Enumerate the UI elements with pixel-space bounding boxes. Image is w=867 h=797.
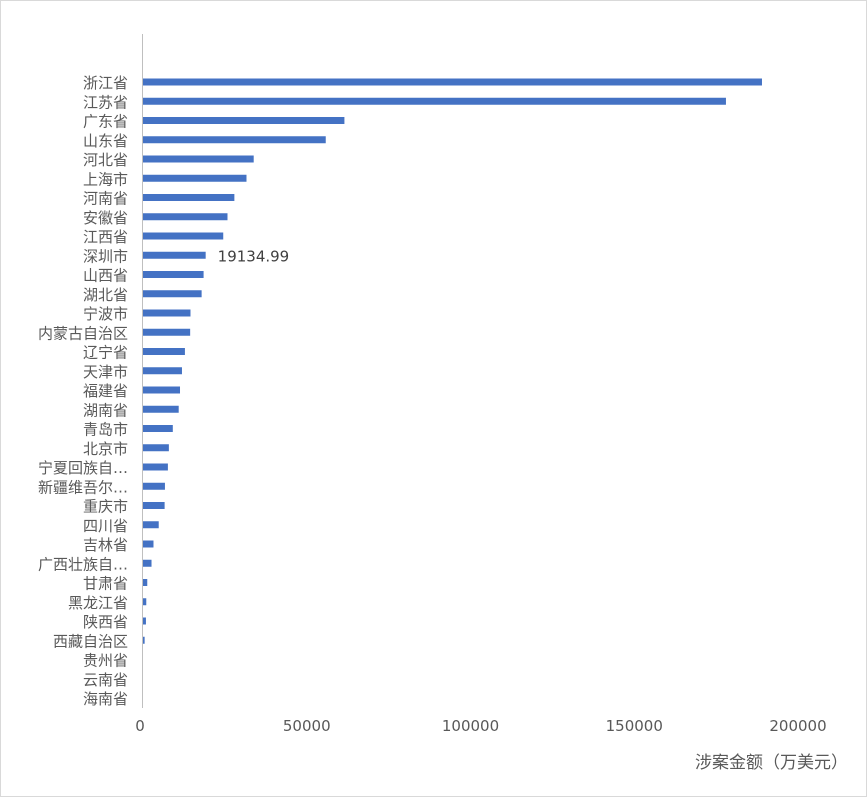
category-label-10: 山西省 — [83, 267, 128, 285]
category-label-17: 湖南省 — [83, 401, 128, 419]
bar-26 — [143, 579, 148, 586]
bar-11 — [143, 290, 202, 298]
data-label-0: 19134.99 — [218, 247, 290, 265]
x-tick-label-0: 0 — [135, 717, 145, 735]
bar-3 — [143, 136, 326, 144]
category-label-15: 天津市 — [83, 363, 128, 381]
category-label-32: 海南省 — [83, 690, 128, 708]
category-label-28: 陕西省 — [83, 613, 128, 631]
category-label-3: 山东省 — [83, 132, 128, 150]
category-label-8: 江西省 — [83, 228, 128, 246]
category-label-16: 福建省 — [83, 382, 128, 400]
x-tick-label-2: 100000 — [442, 717, 499, 735]
bar-1 — [143, 97, 726, 105]
category-label-31: 云南省 — [83, 671, 128, 689]
bar-14 — [143, 348, 185, 355]
category-labels: 浙江省江苏省广东省山东省河北省上海市河南省安徽省江西省深圳市山西省湖北省宁波市内… — [38, 74, 128, 708]
bar-9 — [143, 251, 206, 259]
category-label-18: 青岛市 — [83, 421, 128, 439]
bar-28 — [143, 617, 146, 625]
category-label-13: 内蒙古自治区 — [38, 324, 128, 342]
category-label-21: 新疆维吾尔… — [38, 478, 128, 496]
category-label-19: 北京市 — [83, 440, 128, 458]
x-tick-label-1: 50000 — [283, 717, 331, 735]
x-tick-labels: 0 50000 100000 150000 200000 — [135, 717, 826, 735]
bar-0 — [143, 78, 762, 86]
bar-21 — [143, 482, 165, 490]
bar-23 — [143, 521, 159, 529]
category-label-20: 宁夏回族自… — [38, 459, 128, 477]
bars-group — [143, 78, 762, 644]
category-label-23: 四川省 — [83, 517, 128, 535]
category-label-22: 重庆市 — [83, 498, 128, 516]
x-axis-title: 涉案金额（万美元） — [695, 753, 848, 773]
bar-22 — [143, 502, 165, 509]
bar-6 — [143, 194, 235, 201]
bar-12 — [143, 309, 191, 317]
category-label-1: 江苏省 — [83, 93, 128, 111]
category-label-2: 广东省 — [83, 113, 128, 131]
category-label-24: 吉林省 — [83, 536, 128, 554]
category-label-29: 西藏自治区 — [53, 632, 128, 650]
category-label-30: 贵州省 — [83, 652, 128, 670]
bar-27 — [143, 598, 147, 606]
category-label-12: 宁波市 — [83, 305, 128, 323]
bar-15 — [143, 367, 182, 375]
bar-7 — [143, 213, 228, 221]
bar-20 — [143, 463, 168, 471]
category-label-5: 上海市 — [83, 170, 128, 188]
bar-5 — [143, 174, 247, 182]
category-label-27: 黑龙江省 — [68, 594, 128, 612]
bar-19 — [143, 444, 169, 452]
category-label-0: 浙江省 — [83, 74, 128, 92]
bar-18 — [143, 425, 173, 432]
bar-2 — [143, 117, 345, 124]
data-labels: 19134.99 — [218, 247, 290, 265]
bar-13 — [143, 328, 191, 336]
category-label-14: 辽宁省 — [83, 344, 128, 362]
category-label-25: 广西壮族自… — [38, 555, 128, 573]
category-label-9: 深圳市 — [83, 247, 128, 265]
bar-16 — [143, 386, 181, 394]
bar-29 — [143, 636, 145, 644]
bar-8 — [143, 232, 224, 240]
bar-10 — [143, 271, 204, 278]
category-label-26: 甘肃省 — [83, 575, 128, 593]
category-label-4: 河北省 — [83, 151, 128, 169]
bar-17 — [143, 405, 179, 413]
category-label-6: 河南省 — [83, 190, 128, 208]
category-label-7: 安徽省 — [83, 209, 128, 227]
x-tick-label-3: 150000 — [606, 717, 663, 735]
category-label-11: 湖北省 — [83, 286, 128, 304]
bar-4 — [143, 155, 254, 163]
x-tick-label-4: 200000 — [769, 717, 826, 735]
bar-24 — [143, 540, 154, 548]
bar-25 — [143, 559, 152, 567]
